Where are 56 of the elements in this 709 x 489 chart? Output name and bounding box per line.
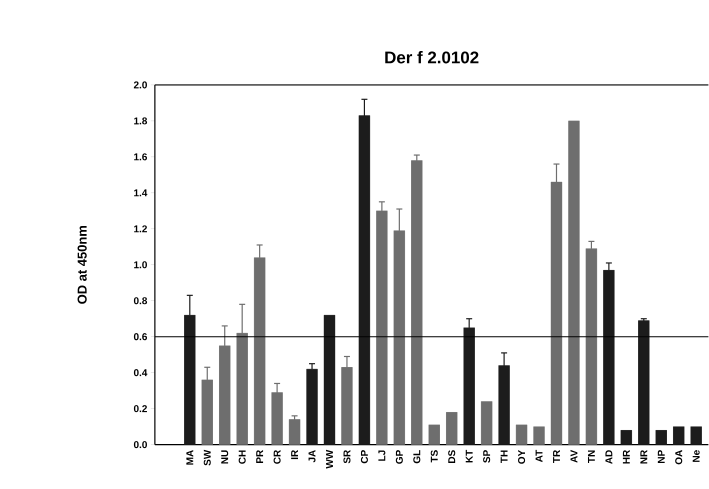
x-tick-label: IR [291, 450, 298, 460]
x-tick-label: TR [553, 450, 560, 464]
y-tick-label: 0.0 [134, 441, 147, 448]
bar [673, 426, 684, 446]
y-tick-label: 1.8 [134, 118, 148, 125]
x-tick-label: GP [396, 450, 403, 464]
x-tick-label: NP [658, 450, 665, 464]
bar [690, 426, 702, 446]
y-tick-label: 0.6 [134, 333, 148, 340]
chart-title: Der f 2.0102 [385, 51, 478, 64]
y-tick-label: 1.4 [134, 190, 148, 196]
y-tick-label: 1.0 [134, 261, 147, 268]
x-tick-label: TH [500, 450, 508, 464]
bar [516, 424, 528, 446]
bar [620, 430, 632, 446]
x-tick-label: CH [238, 450, 246, 464]
x-tick-label: AV [570, 450, 578, 463]
x-tick-label: AT [536, 450, 542, 462]
x-tick-label: SP [483, 450, 490, 464]
x-tick-label: KT [466, 450, 473, 463]
y-tick-label: 1.2 [134, 226, 147, 232]
bar [446, 412, 458, 446]
x-tick-label: JA [308, 450, 316, 463]
bar [638, 320, 650, 446]
x-tick-label: Ne [692, 450, 700, 462]
y-tick-label: 0.4 [134, 369, 148, 376]
y-tick-label: 1.6 [134, 154, 148, 161]
x-tick-label: AD [605, 450, 612, 464]
x-tick-label: TN [588, 450, 595, 464]
y-axis-title: OD at 450nm [78, 226, 87, 304]
y-tick-label: 0.2 [134, 405, 147, 412]
x-tick-label: HR [622, 450, 630, 464]
x-tick-label: NR [640, 450, 648, 464]
bar [480, 401, 492, 446]
y-tick-label: 2.0 [134, 82, 147, 89]
bar [428, 424, 440, 446]
bar [324, 315, 336, 446]
x-tick-label: NU [221, 450, 228, 464]
x-tick-label: OA [675, 450, 682, 465]
x-tick-label: SR [343, 450, 350, 464]
x-tick-label: MA [186, 450, 194, 465]
bar [568, 120, 580, 446]
x-tick-label: TS [430, 450, 438, 463]
y-tick-label: 0.8 [134, 297, 148, 304]
x-tick-label: GL [413, 450, 420, 464]
bar [656, 430, 667, 446]
x-tick-label: CR [274, 450, 281, 464]
x-tick-label: PR [256, 450, 264, 464]
x-tick-label: DS [448, 450, 456, 464]
x-tick-label: OY [518, 450, 526, 464]
x-tick-label: CP [360, 450, 368, 464]
x-tick-label: LJ [378, 450, 386, 461]
bar [533, 426, 545, 446]
x-tick-label: SW [204, 450, 211, 466]
x-tick-label: WW [326, 450, 333, 469]
bar [288, 419, 300, 446]
